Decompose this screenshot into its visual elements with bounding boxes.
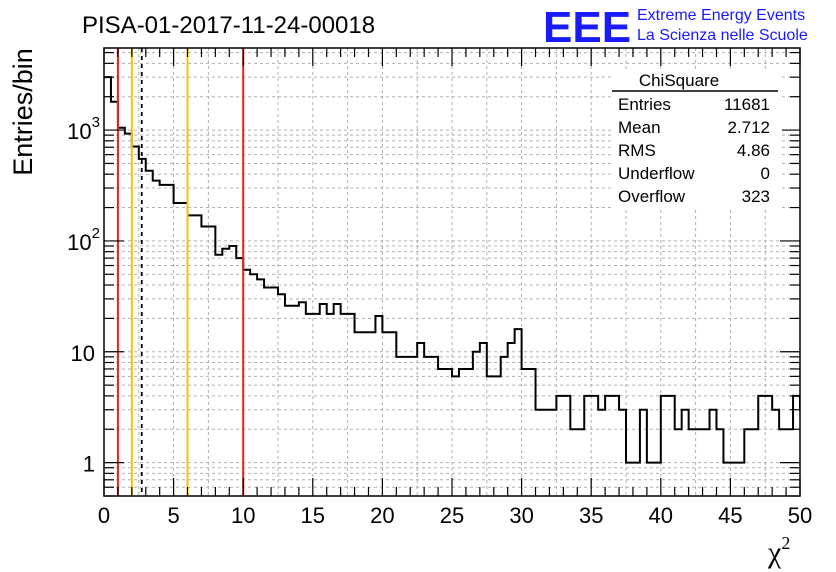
histogram: [104, 76, 800, 464]
stats-row-label: RMS: [618, 141, 656, 160]
grid: [104, 48, 800, 496]
x-tick-labels: 0 5 10 15 20 25 30 35 40 45 50: [98, 503, 812, 528]
x-tick-label: 25: [440, 503, 464, 528]
y-tick-label: 103: [67, 114, 100, 144]
x-axis-label-superscript: 2: [781, 533, 790, 553]
stats-row-label: Overflow: [618, 187, 686, 206]
y-tick-label: 1: [83, 452, 95, 477]
stats-row-value: 0: [761, 164, 770, 183]
x-axis-label: χ2: [767, 533, 790, 569]
x-tick-label: 0: [98, 503, 110, 528]
y-tick-label-exponent: 3: [92, 114, 100, 131]
y-tick-label: 102: [67, 225, 100, 255]
logo-line-2: La Scienza nelle Scuole: [637, 27, 808, 44]
stats-row-value: 2.712: [727, 118, 770, 137]
x-tick-label: 50: [788, 503, 812, 528]
x-axis-label-symbol: χ: [767, 536, 782, 569]
y-tick-label-base: 10: [67, 230, 91, 255]
stats-row-value: 11681: [724, 95, 770, 114]
x-tick-label: 5: [167, 503, 179, 528]
chart-title: PISA-01-2017-11-24-00018: [82, 12, 375, 39]
x-tick-label: 20: [370, 503, 394, 528]
x-tick-label: 30: [509, 503, 533, 528]
logo-line-1: Extreme Energy Events: [637, 7, 805, 24]
x-tick-label: 15: [301, 503, 325, 528]
y-tick-label-base: 10: [67, 119, 91, 144]
stats-row-label: Underflow: [618, 164, 695, 183]
reference-lines: [116, 48, 245, 496]
stats-box-title: ChiSquare: [639, 71, 719, 90]
x-tick-label: 40: [649, 503, 673, 528]
stats-rows: Entries 11681 Mean 2.712 RMS 4.86 Underflow 0 Ov…: [618, 95, 770, 206]
stats-row-label: Mean: [618, 118, 661, 137]
x-tick-label: 35: [579, 503, 603, 528]
eee-logo: EEE: [543, 3, 631, 52]
stats-box: ChiSquare Entries 11681 Mean 2.712 RMS 4.86 Un…: [612, 70, 782, 210]
stats-row-value: 323: [742, 187, 770, 206]
histogram-line: [104, 76, 800, 464]
y-tick-label-exponent: 2: [92, 225, 100, 242]
y-tick-label: 10: [71, 341, 95, 366]
x-tick-label: 45: [718, 503, 742, 528]
stats-row-value: 4.86: [737, 141, 770, 160]
stats-box-background: [612, 70, 782, 210]
axis-ticks: [103, 48, 801, 497]
y-axis-label: Entries/bin: [8, 48, 38, 176]
stats-row-label: Entries: [618, 95, 671, 114]
x-tick-label: 10: [231, 503, 255, 528]
